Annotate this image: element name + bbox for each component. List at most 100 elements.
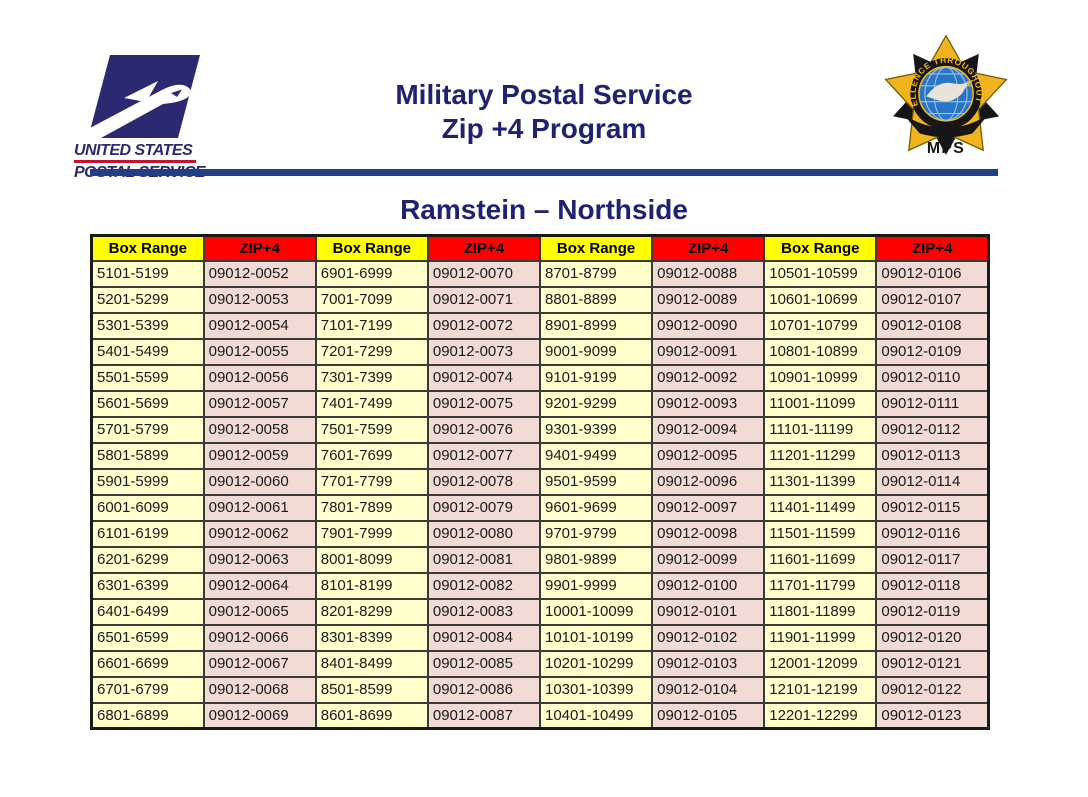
zip4-cell: 09012-0059 bbox=[202, 441, 317, 470]
zip4-cell: 09012-0067 bbox=[202, 649, 317, 678]
table-row: 5701-5799 09012-0058 7501-7599 09012-0076 93… bbox=[90, 415, 990, 444]
zip4-cell: 09012-0091 bbox=[651, 337, 766, 366]
zip4-cell: 09012-0076 bbox=[426, 415, 542, 444]
zip4-cell: 09012-0082 bbox=[426, 571, 542, 600]
zip4-cell: 09012-0053 bbox=[202, 285, 317, 314]
zip4-cell: 09012-0068 bbox=[202, 675, 317, 704]
box-range-cell: 11801-11899 bbox=[763, 597, 878, 626]
zip4-cell: 09012-0073 bbox=[426, 337, 542, 366]
table-row: 5301-5399 09012-0054 7101-7199 09012-0072 89… bbox=[90, 311, 990, 340]
zip4-cell: 09012-0112 bbox=[875, 415, 990, 444]
table-row: 6501-6599 09012-0066 8301-8399 09012-0084 10… bbox=[90, 623, 990, 652]
zip4-cell: 09012-0075 bbox=[426, 389, 542, 418]
box-range-cell: 6301-6399 bbox=[90, 571, 205, 600]
box-range-cell: 7501-7599 bbox=[314, 415, 429, 444]
box-range-cell: 11501-11599 bbox=[763, 519, 878, 548]
mps-label: MPS bbox=[927, 140, 965, 157]
column-header: ZIP+4 bbox=[875, 234, 990, 262]
table-row: 6101-6199 09012-0062 7901-7999 09012-0080 97… bbox=[90, 519, 990, 548]
table-row: 5901-5999 09012-0060 7701-7799 09012-0078 95… bbox=[90, 467, 990, 496]
zip4-cell: 09012-0086 bbox=[426, 675, 542, 704]
zip4-cell: 09012-0058 bbox=[202, 415, 317, 444]
table-row: 6601-6699 09012-0067 8401-8499 09012-0085 10… bbox=[90, 649, 990, 678]
box-range-cell: 7001-7099 bbox=[314, 285, 429, 314]
box-range-cell: 7401-7499 bbox=[314, 389, 429, 418]
zip4-cell: 09012-0063 bbox=[202, 545, 317, 574]
box-range-cell: 6701-6799 bbox=[90, 675, 205, 704]
mps-badge-icon: EXCELLENCE THROUGHOUT DoD MPS bbox=[877, 22, 1022, 169]
box-range-cell: 11101-11199 bbox=[763, 415, 878, 444]
table-body: 5101-5199 09012-0052 6901-6999 09012-0070 87… bbox=[90, 259, 990, 730]
table-row: 5601-5699 09012-0057 7401-7499 09012-0075 92… bbox=[90, 389, 990, 418]
page-title: Military Postal Service Zip +4 Program bbox=[0, 78, 1088, 146]
box-range-cell: 5201-5299 bbox=[90, 285, 205, 314]
table-row: 6201-6299 09012-0063 8001-8099 09012-0081 98… bbox=[90, 545, 990, 574]
box-range-cell: 9501-9599 bbox=[538, 467, 654, 496]
box-range-cell: 7101-7199 bbox=[314, 311, 429, 340]
zip4-cell: 09012-0118 bbox=[875, 571, 990, 600]
zip4-cell: 09012-0098 bbox=[651, 519, 766, 548]
column-header: ZIP+4 bbox=[202, 234, 317, 262]
box-range-cell: 6801-6899 bbox=[90, 701, 205, 730]
box-range-cell: 7201-7299 bbox=[314, 337, 429, 366]
box-range-cell: 5401-5499 bbox=[90, 337, 205, 366]
zip4-cell: 09012-0077 bbox=[426, 441, 542, 470]
box-range-cell: 8801-8899 bbox=[538, 285, 654, 314]
box-range-cell: 11401-11499 bbox=[763, 493, 878, 522]
zip4-cell: 09012-0071 bbox=[426, 285, 542, 314]
zip4-cell: 09012-0095 bbox=[651, 441, 766, 470]
box-range-cell: 7701-7799 bbox=[314, 467, 429, 496]
zip4-cell: 09012-0089 bbox=[651, 285, 766, 314]
box-range-cell: 7601-7699 bbox=[314, 441, 429, 470]
zip4-cell: 09012-0111 bbox=[875, 389, 990, 418]
box-range-cell: 5601-5699 bbox=[90, 389, 205, 418]
zip4-cell: 09012-0078 bbox=[426, 467, 542, 496]
zip4-cell: 09012-0107 bbox=[875, 285, 990, 314]
page-title-line1: Military Postal Service bbox=[395, 79, 693, 110]
box-range-cell: 6601-6699 bbox=[90, 649, 205, 678]
zip4-cell: 09012-0064 bbox=[202, 571, 317, 600]
box-range-cell: 9001-9099 bbox=[538, 337, 654, 366]
column-header: ZIP+4 bbox=[426, 234, 542, 262]
column-header: Box Range bbox=[90, 234, 205, 262]
table-row: 6001-6099 09012-0061 7801-7899 09012-0079 96… bbox=[90, 493, 990, 522]
zip4-table-container: Box Range ZIP+4 Box Range ZIP+4 Box Range ZIP… bbox=[90, 234, 990, 730]
zip4-cell: 09012-0066 bbox=[202, 623, 317, 652]
table-header-row: Box Range ZIP+4 Box Range ZIP+4 Box Range ZIP… bbox=[90, 234, 990, 262]
box-range-cell: 10601-10699 bbox=[763, 285, 878, 314]
table-row: 6401-6499 09012-0065 8201-8299 09012-0083 10… bbox=[90, 597, 990, 626]
zip4-cell: 09012-0065 bbox=[202, 597, 317, 626]
box-range-cell: 8101-8199 bbox=[314, 571, 429, 600]
zip4-cell: 09012-0093 bbox=[651, 389, 766, 418]
usps-wordmark-line1: UNITED STATES bbox=[74, 142, 193, 159]
box-range-cell: 8701-8799 bbox=[538, 259, 654, 288]
zip4-cell: 09012-0054 bbox=[202, 311, 317, 340]
box-range-cell: 7801-7899 bbox=[314, 493, 429, 522]
zip4-cell: 09012-0081 bbox=[426, 545, 542, 574]
box-range-cell: 12201-12299 bbox=[763, 701, 878, 730]
box-range-cell: 12101-12199 bbox=[763, 675, 878, 704]
box-range-cell: 9801-9899 bbox=[538, 545, 654, 574]
box-range-cell: 11601-11699 bbox=[763, 545, 878, 574]
table-row: 5201-5299 09012-0053 7001-7099 09012-0071 88… bbox=[90, 285, 990, 314]
zip4-cell: 09012-0094 bbox=[651, 415, 766, 444]
box-range-cell: 10701-10799 bbox=[763, 311, 878, 340]
box-range-cell: 10901-10999 bbox=[763, 363, 878, 392]
box-range-cell: 10401-10499 bbox=[538, 701, 654, 730]
zip4-cell: 09012-0085 bbox=[426, 649, 542, 678]
box-range-cell: 5701-5799 bbox=[90, 415, 205, 444]
box-range-cell: 9901-9999 bbox=[538, 571, 654, 600]
box-range-cell: 8601-8699 bbox=[314, 701, 429, 730]
location-heading: Ramstein – Northside bbox=[400, 194, 688, 225]
zip4-cell: 09012-0074 bbox=[426, 363, 542, 392]
zip4-cell: 09012-0056 bbox=[202, 363, 317, 392]
box-range-cell: 8201-8299 bbox=[314, 597, 429, 626]
zip4-cell: 09012-0099 bbox=[651, 545, 766, 574]
zip4-cell: 09012-0103 bbox=[651, 649, 766, 678]
zip4-cell: 09012-0072 bbox=[426, 311, 542, 340]
box-range-cell: 6001-6099 bbox=[90, 493, 205, 522]
box-range-cell: 10201-10299 bbox=[538, 649, 654, 678]
zip4-cell: 09012-0087 bbox=[426, 701, 542, 730]
zip4-cell: 09012-0084 bbox=[426, 623, 542, 652]
box-range-cell: 5901-5999 bbox=[90, 467, 205, 496]
